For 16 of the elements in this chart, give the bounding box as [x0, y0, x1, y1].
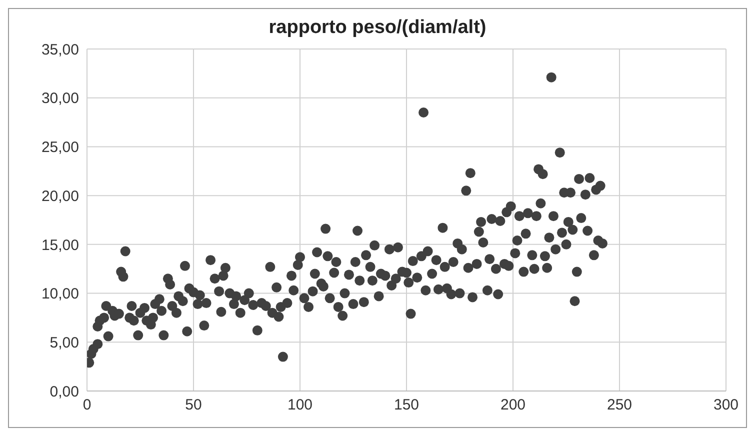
x-tick-label: 200	[500, 396, 526, 414]
y-tick-label: 0,00	[50, 383, 79, 400]
x-tick-label: 250	[606, 396, 632, 414]
y-tick-label: 15,00	[41, 236, 79, 254]
x-tick-label: 0	[82, 396, 92, 414]
x-tick-label: 50	[185, 396, 202, 414]
y-tick-label: 20,00	[41, 188, 79, 205]
x-tick-label: 150	[394, 396, 420, 414]
y-tick-label: 30,00	[41, 90, 79, 108]
x-tick-label: 300	[713, 396, 739, 414]
y-tick-label: 10,00	[41, 286, 79, 303]
y-tick-label: 35,00	[41, 41, 79, 58]
x-tick-label: 100	[287, 396, 313, 414]
y-tick-label: 5,00	[50, 334, 79, 352]
chart-title: rapporto peso/(diam/alt)	[268, 17, 488, 39]
y-tick-label: 25,00	[41, 139, 79, 156]
